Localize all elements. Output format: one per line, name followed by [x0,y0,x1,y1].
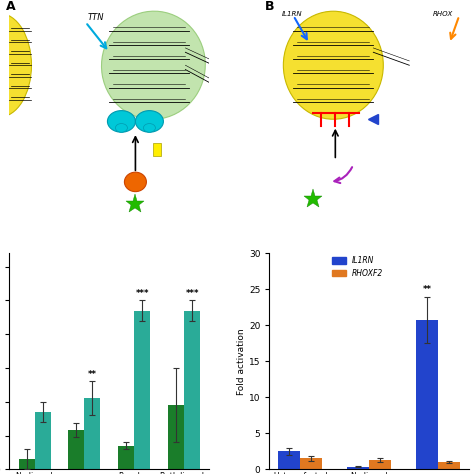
Bar [184,310,201,469]
Bar [301,458,322,469]
Ellipse shape [124,172,146,191]
Bar [278,451,301,469]
Bar [168,405,184,469]
Bar [84,398,100,469]
Legend: IL1RN, RHOXF2: IL1RN, RHOXF2 [329,253,386,281]
Ellipse shape [116,124,128,132]
Bar [369,460,392,469]
Bar [68,430,84,469]
Bar [438,462,460,469]
Ellipse shape [144,124,155,132]
Text: TTN: TTN [87,13,104,22]
Ellipse shape [283,11,383,119]
Text: ***: *** [136,290,149,299]
Ellipse shape [0,13,31,117]
Ellipse shape [136,110,164,132]
Text: A: A [6,0,15,13]
Ellipse shape [101,11,205,119]
Text: **: ** [88,371,97,380]
Y-axis label: Fold activation: Fold activation [237,328,246,394]
Ellipse shape [108,110,136,132]
Text: B: B [265,0,275,13]
Text: ***: *** [185,290,199,299]
Bar [118,446,135,469]
Bar [154,143,162,156]
Text: IL1RN: IL1RN [282,11,302,17]
Text: RHOX: RHOX [433,11,454,17]
Bar [18,459,35,469]
Bar [35,412,51,469]
Bar [416,320,438,469]
Bar [347,467,369,469]
Text: **: ** [423,285,432,294]
Bar [135,310,150,469]
